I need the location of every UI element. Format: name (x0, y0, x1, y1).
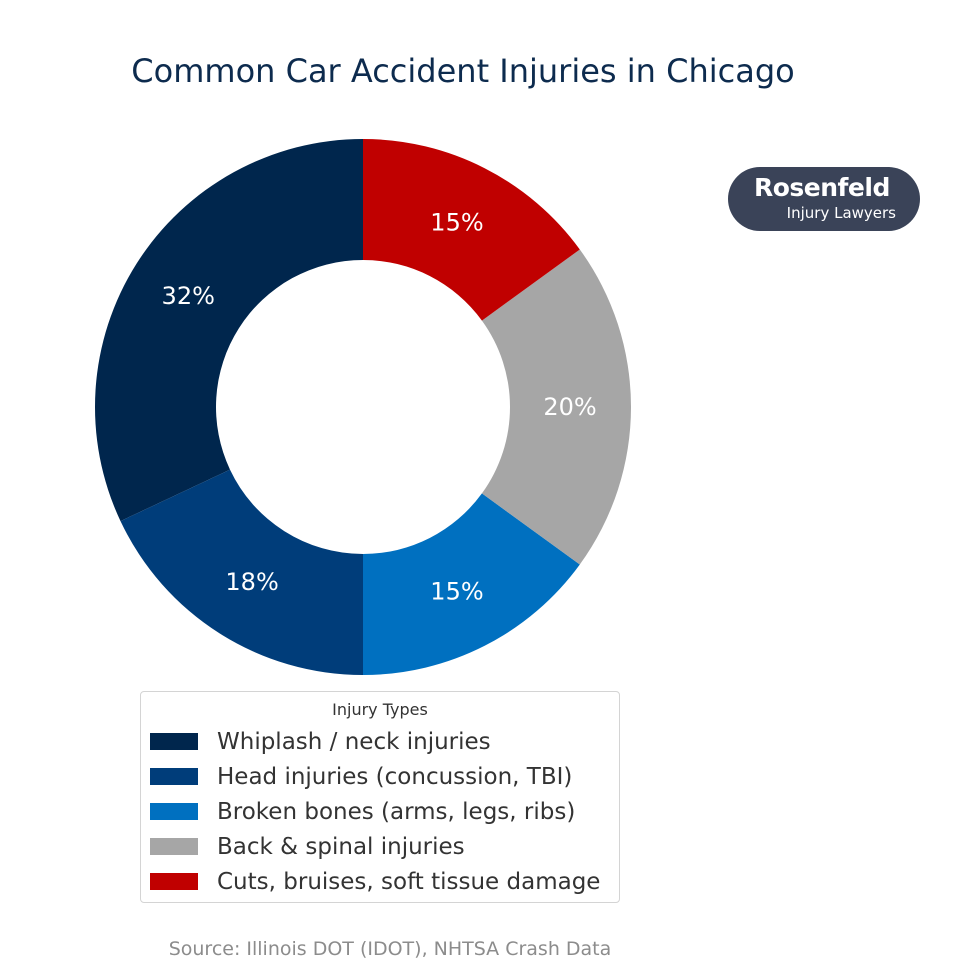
legend-swatch (150, 873, 198, 890)
legend-label: Broken bones (arms, legs, ribs) (217, 799, 576, 825)
chart-legend: Injury Types Whiplash / neck injuries Hea… (140, 691, 620, 903)
slice-back-spinal-injuries (481, 249, 631, 565)
legend-label: Cuts, bruises, soft tissue damage (217, 869, 601, 895)
source-note: Source: Illinois DOT (IDOT), NHTSA Crash… (168, 938, 612, 960)
donut-chart: 32% 18% 15% 20% 15% (94, 139, 631, 675)
legend-swatch (150, 803, 198, 820)
legend-swatch (150, 733, 198, 750)
chart-title: Common Car Accident Injuries in Chicago (131, 52, 795, 90)
slice-labels: 32% 18% 15% 20% 15% (162, 209, 597, 606)
slice-label-whiplash-neck-injuries: 32% (162, 282, 215, 310)
brand-logo: Rosenfeld Injury Lawyers (728, 167, 920, 231)
slice-label-head-injuries-concussion-tbi: 18% (225, 568, 278, 596)
legend-label: Back & spinal injuries (217, 834, 465, 860)
brand-name: Rosenfeld (754, 173, 890, 202)
slice-label-cuts-bruises-soft-tissue-damage: 15% (430, 209, 483, 237)
legend-swatch (150, 838, 198, 855)
legend-swatch (150, 768, 198, 785)
slice-label-back-spinal-injuries: 20% (543, 393, 596, 421)
legend-title: Injury Types (332, 700, 428, 719)
donut-slices (94, 139, 631, 675)
legend-label: Whiplash / neck injuries (217, 729, 491, 755)
slice-head-injuries-concussion-tbi (120, 469, 363, 675)
slice-whiplash-neck-injuries (94, 139, 364, 522)
slice-label-broken-bones-arms-legs-ribs: 15% (430, 577, 483, 605)
slice-cuts-bruises-soft-tissue-damage (363, 139, 580, 321)
legend-label: Head injuries (concussion, TBI) (217, 764, 573, 790)
slice-broken-bones-arms-legs-ribs (363, 493, 580, 675)
brand-subtitle: Injury Lawyers (786, 204, 896, 222)
